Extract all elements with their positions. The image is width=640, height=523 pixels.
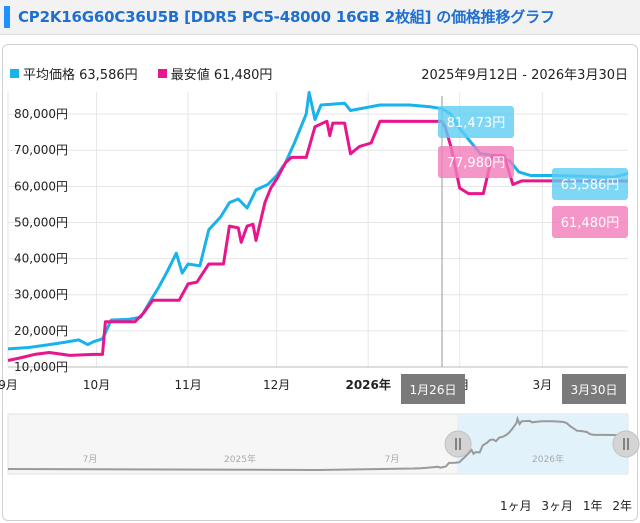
tooltip-lowest-cursor-box <box>438 146 514 178</box>
y-tick-label: 80,000円 <box>14 107 68 121</box>
x-tick-label: 9月 <box>0 378 18 392</box>
range-button-3-months[interactable]: 3ヶ月 <box>541 499 574 513</box>
range-button-1-year[interactable]: 1年 <box>582 499 603 513</box>
tooltip-lowest-end-text: 61,480円 <box>561 216 620 231</box>
end-date-text: 3月30日 <box>571 383 618 397</box>
y-tick-label: 40,000円 <box>14 252 68 266</box>
tooltip-average-end-text: 63,586円 <box>561 178 620 193</box>
title-bar: CP2K16G60C36U5B [DDR5 PC5-48000 16GB 2枚組… <box>0 0 640 35</box>
navigator-selection[interactable] <box>457 414 628 474</box>
x-tick-label: 3月 <box>533 378 553 392</box>
range-button-2-years[interactable]: 2年 <box>612 499 632 513</box>
lowest-price-line <box>7 119 628 362</box>
crosshair-date-text: 1月26日 <box>410 383 457 397</box>
navigator-average-line <box>7 415 629 472</box>
title-accent-bar <box>4 6 10 28</box>
x-tick-label: 2026年 <box>345 377 390 392</box>
navigator-handle-right[interactable] <box>612 430 640 458</box>
range-button-group: 1ヶ月 3ヶ月 1年 2年 <box>494 497 632 514</box>
legend-item-lowest[interactable]: 最安値 61,480円 <box>157 68 273 83</box>
y-tick-label: 50,000円 <box>14 215 68 229</box>
page-title: CP2K16G60C36U5B [DDR5 PC5-48000 16GB 2枚組… <box>18 8 555 26</box>
crosshair-date-flag <box>401 374 465 404</box>
range-button-1-month[interactable]: 1ヶ月 <box>499 499 532 513</box>
date-range-label: 2025年9月12日 - 2026年3月30日 <box>421 68 628 83</box>
navigator-label: 7月 <box>83 454 98 465</box>
tooltip-lowest-end-box <box>552 206 628 238</box>
chart-legend: 平均価格 63,586円 最安値 61,480円 <box>10 64 288 83</box>
navigator-label: 7月 <box>385 454 400 465</box>
legend-lowest-swatch <box>157 69 167 78</box>
y-tick-label: 70,000円 <box>14 143 68 157</box>
navigator-handle-left[interactable] <box>444 430 472 458</box>
average-price-line <box>7 90 629 351</box>
navigator-label: 2025年 <box>224 453 256 465</box>
navigator-label: 2026年 <box>532 453 564 465</box>
end-date-flag <box>562 374 626 404</box>
y-tick-label: 10,000円 <box>14 360 68 374</box>
x-tick-label: 12月 <box>263 378 290 392</box>
x-tick-label: 10月 <box>83 378 110 392</box>
tooltip-average-cursor-text: 81,473円 <box>447 116 506 131</box>
legend-average-swatch <box>10 69 19 78</box>
tooltip-average-end-box <box>552 168 628 200</box>
tooltip-average-cursor-box <box>438 106 514 138</box>
x-tick-label: 11月 <box>174 378 201 392</box>
y-tick-label: 30,000円 <box>14 288 68 302</box>
y-tick-label: 60,000円 <box>14 179 68 193</box>
tooltip-lowest-cursor-text: 77,980円 <box>447 156 506 171</box>
y-tick-label: 20,000円 <box>14 324 68 338</box>
legend-item-average[interactable]: 平均価格 63,586円 <box>10 68 142 83</box>
legend-lowest-label: 最安値 61,480円 <box>170 68 273 83</box>
legend-average-label: 平均価格 63,586円 <box>23 68 138 83</box>
